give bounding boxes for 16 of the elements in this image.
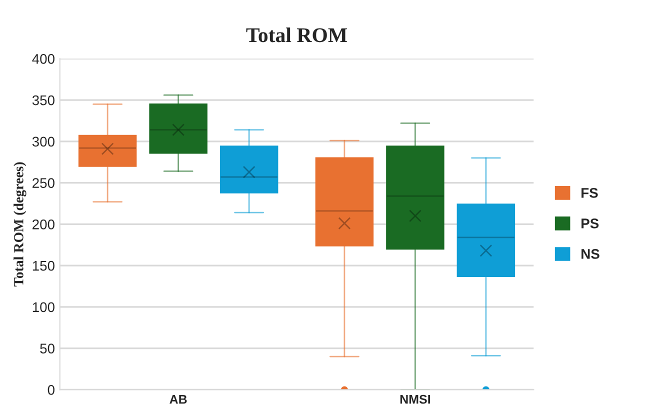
- y-tick-label: 250: [32, 178, 54, 188]
- y-tick-label: 400: [32, 54, 54, 64]
- x-tick-label: AB: [170, 394, 187, 404]
- y-tick-label: 300: [32, 136, 54, 147]
- legend-label: FS: [582, 188, 598, 198]
- y-tick-label: 0: [48, 385, 54, 395]
- y-tick-label: 150: [32, 260, 54, 271]
- legend-label: NS: [582, 249, 600, 259]
- y-tick-label: 350: [32, 95, 54, 106]
- y-axis-title: Total ROM (degrees): [14, 162, 26, 286]
- y-tick-label: 100: [32, 302, 54, 312]
- x-tick-label: NMSI: [400, 394, 430, 404]
- legend-label: PS: [582, 218, 599, 228]
- y-tick-label: 50: [40, 344, 54, 354]
- y-tick-label: 200: [32, 220, 54, 230]
- chart-title: Total ROM: [246, 28, 347, 42]
